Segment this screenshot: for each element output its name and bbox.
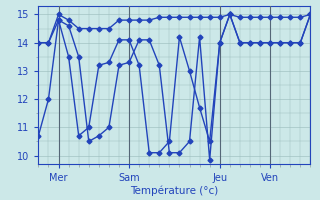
X-axis label: Température (°c): Température (°c): [130, 186, 219, 196]
